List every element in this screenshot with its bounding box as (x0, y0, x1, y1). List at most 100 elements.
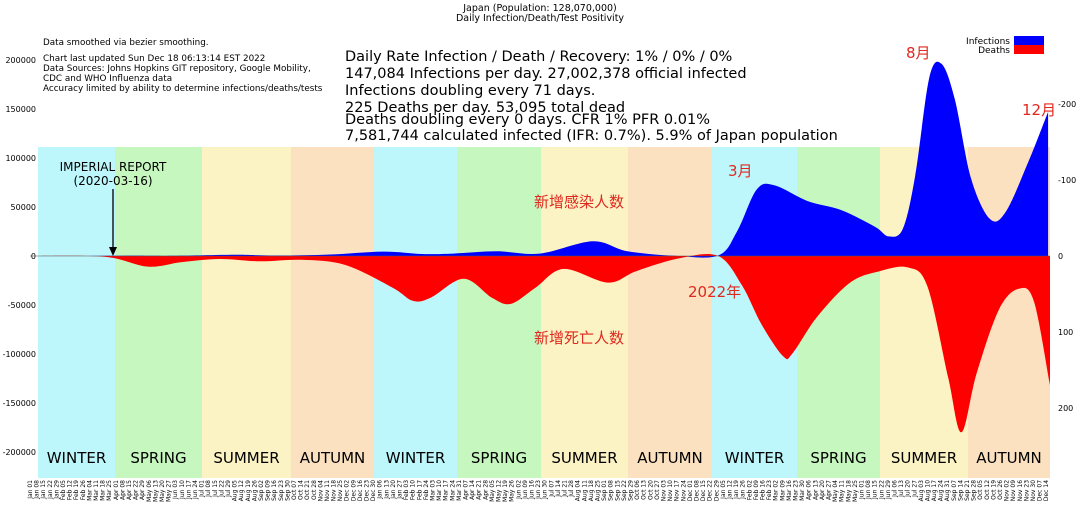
x-axis-tick-label: May 27 (166, 480, 173, 502)
season-label: WINTER (386, 449, 446, 467)
x-axis-tick-label: Mar 31 (456, 480, 463, 501)
x-axis-tick-label: Sep 09 (265, 480, 272, 501)
x-axis-tick-label: Jun 09 (522, 480, 529, 500)
x-axis-tick-label: Jan 19 (733, 480, 740, 500)
season-label: SUMMER (551, 449, 617, 467)
x-axis-tick-label: Mar 11 (93, 480, 100, 501)
chart-title: Japan (Population: 128,070,000) (462, 3, 617, 14)
x-axis-tick-label: Jan 06 (377, 480, 384, 500)
x-axis-tick-label: Jun 02 (515, 480, 522, 500)
x-axis-tick-label: Oct 27 (654, 480, 661, 500)
x-axis-tick-label: Sep 15 (614, 480, 621, 501)
x-axis-tick-label: Feb 02 (746, 480, 753, 500)
x-axis-tick-label: Nov 03 (661, 480, 668, 501)
info-line-accuracy: Accuracy limited by ability to determine… (43, 84, 323, 94)
x-axis-tick-label: Feb 24 (423, 480, 430, 500)
x-axis-tick-label: Feb 26 (80, 480, 87, 500)
x-axis-tick-label: Apr 22 (133, 480, 140, 500)
x-axis-tick-label: Feb 16 (760, 480, 767, 500)
info-line-smoothing: Data smoothed via bezier smoothing. (43, 38, 209, 48)
x-axis-tick-label: Jul 06 (892, 480, 899, 498)
info-line-sources: Data Sources: Johns Hopkins GIT reposito… (43, 64, 311, 74)
x-axis-tick-label: Mar 10 (436, 480, 443, 501)
x-axis-tick-label: Jun 22 (878, 480, 885, 500)
x-axis-tick-label: Feb 12 (67, 480, 74, 500)
label-month-mar: 3月 (728, 162, 753, 180)
stat-infection-doubling: Infections doubling every 71 days. (345, 83, 595, 99)
season-label: AUTUMN (637, 449, 703, 467)
x-axis-tick-label: Aug 03 (918, 480, 925, 501)
season-band (291, 147, 374, 478)
stat-deaths: 225 Deaths per day. 53,095 total dead (345, 100, 625, 116)
series-area-infections (30, 61, 1049, 258)
x-axis-tick-label: Jun 10 (179, 480, 186, 500)
x-axis-tick-label: May 11 (839, 480, 846, 502)
x-axis-tick-label: Aug 19 (245, 480, 252, 501)
x-axis-tick-label: Aug 12 (238, 480, 245, 501)
x-axis-tick-label: Jul 08 (205, 480, 212, 498)
data-areas (30, 61, 1050, 433)
x-axis-tick-label: Oct 21 (304, 480, 311, 500)
x-axis-tick-label: Jan 15 (40, 480, 47, 500)
x-axis-tick-label: Apr 08 (119, 480, 126, 500)
x-axis-tick-label: Nov 04 (317, 480, 324, 501)
x-axis-tick-label: Oct 13 (641, 480, 648, 500)
x-axis-tick-label: Mar 18 (100, 480, 107, 501)
x-axis-tick-label: May 13 (152, 480, 159, 502)
legend-swatch-deaths (1014, 45, 1044, 54)
x-axis-tick-label: Nov 02 (1004, 480, 1011, 501)
season-band (541, 147, 628, 478)
x-axis-tick-label: Nov 23 (1023, 480, 1030, 501)
left-axis-tick-label: 0 (31, 252, 36, 261)
x-axis-tick-label: Jul 29 (225, 480, 232, 498)
x-axis-tick-label: Dec 30 (370, 480, 377, 501)
season-label: SPRING (471, 449, 527, 467)
x-axis-tick-label: Jan 29 (53, 480, 60, 500)
x-axis-tick-label: Mar 30 (799, 480, 806, 501)
x-axis-tick-label: Nov 16 (1017, 480, 1024, 501)
x-axis-tick-label: Apr 01 (113, 480, 120, 500)
x-axis-tick-label: Nov 25 (337, 480, 344, 501)
x-axis-tick-label: Mar 09 (779, 480, 786, 501)
x-axis-tick-label: Oct 28 (311, 480, 318, 500)
x-axis-tick-label: Jan 22 (47, 480, 54, 500)
x-axis-tick-label: Jul 27 (911, 480, 918, 498)
x-axis-tick-label: Jan 01 (27, 480, 34, 500)
x-axis-tick-label: Sep 14 (957, 480, 964, 501)
stat-daily-rate: Daily Rate Infection / Death / Recovery:… (345, 49, 732, 65)
x-axis-tick-label: Feb 19 (73, 480, 80, 500)
x-axis-tick-label: Mar 25 (106, 480, 113, 501)
x-axis-tick-label: Apr 07 (463, 480, 470, 500)
x-axis-tick-label: Jun 30 (542, 480, 549, 500)
x-axis-tick-label: Jun 03 (172, 480, 179, 500)
x-axis-tick-label: Nov 09 (1010, 480, 1017, 501)
x-axis-tick-label: Feb 10 (410, 480, 417, 500)
imperial-report-label: IMPERIAL REPORT (60, 160, 167, 174)
left-axis-tick-label: -100000 (3, 350, 36, 359)
x-axis-tick-label: Mar 02 (773, 480, 780, 501)
x-axis-tick-label: Jan 12 (727, 480, 734, 500)
x-axis-tick-label: Sep 30 (284, 480, 291, 501)
season-band (115, 147, 202, 478)
x-axis-tick-label: Aug 04 (575, 480, 582, 501)
left-axis-tick-label: -150000 (3, 399, 36, 408)
x-axis-tick-label: Jun 17 (185, 480, 192, 500)
season-label: SPRING (810, 449, 866, 467)
x-axis-tick-label: Aug 05 (232, 480, 239, 501)
x-axis-tick-label: Aug 24 (938, 480, 945, 501)
x-axis-tick-label: Mar 17 (443, 480, 450, 501)
x-axis-tick-label: Jun 08 (865, 480, 872, 500)
x-axis-tick-label: Oct 06 (634, 480, 641, 500)
x-axis-tick-label: Apr 15 (126, 480, 133, 500)
x-axis-tick-label: Sep 16 (271, 480, 278, 501)
season-labels: WINTER SPRING SUMMER AUTUMN WINTER SPRING SUMM… (47, 449, 1042, 467)
x-axis-tick-label: Dec 08 (694, 480, 701, 501)
chart-subtitle: Daily Infection/Death/Test Positivity (456, 13, 624, 24)
x-axis-tick-label: Oct 26 (997, 480, 1004, 500)
label-new-deaths: 新增死亡人数 (534, 329, 624, 347)
imperial-report-date: (2020-03-16) (73, 174, 152, 188)
season-label: WINTER (725, 449, 785, 467)
x-axis-tick-label: Aug 31 (944, 480, 951, 501)
season-label: SPRING (130, 449, 186, 467)
x-axis-tick-label: Sep 28 (971, 480, 978, 501)
